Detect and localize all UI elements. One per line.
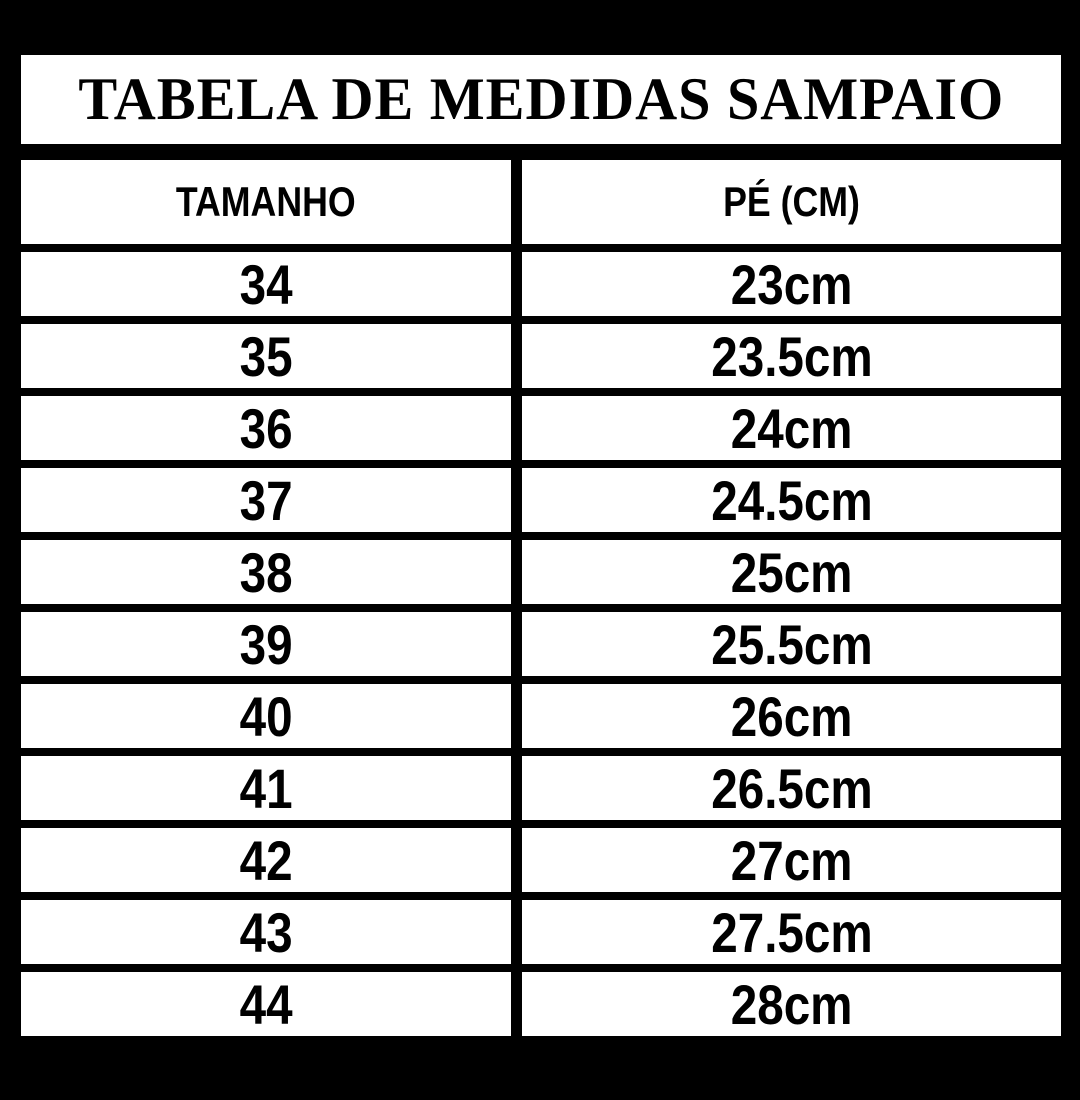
column-header-size: TAMANHO	[21, 160, 511, 244]
foot-value: 24.5cm	[710, 468, 873, 532]
size-value: 37	[239, 468, 293, 532]
size-cell: 37	[21, 468, 511, 532]
foot-value: 26.5cm	[710, 756, 873, 820]
foot-value: 25cm	[730, 540, 853, 604]
size-chart: TABELA DE MEDIDAS SAMPAIO TAMANHO PÉ (CM…	[21, 55, 1061, 1036]
size-cell: 38	[21, 540, 511, 604]
size-cell: 41	[21, 756, 511, 820]
foot-cell: 27.5cm	[522, 900, 1061, 964]
size-cell: 44	[21, 972, 511, 1036]
foot-value: 27.5cm	[710, 900, 873, 964]
column-header-size-label: TAMANHO	[176, 178, 356, 225]
size-value: 43	[239, 900, 293, 964]
size-value: 35	[239, 324, 293, 388]
size-cell: 36	[21, 396, 511, 460]
foot-value: 23cm	[730, 252, 853, 316]
column-header-foot-label: PÉ (CM)	[723, 178, 860, 225]
foot-cell: 24cm	[522, 396, 1061, 460]
size-cell: 43	[21, 900, 511, 964]
foot-value: 24cm	[730, 396, 853, 460]
foot-cell: 25cm	[522, 540, 1061, 604]
size-value: 34	[239, 252, 293, 316]
foot-cell: 24.5cm	[522, 468, 1061, 532]
column-header-foot: PÉ (CM)	[522, 160, 1061, 244]
foot-cell: 28cm	[522, 972, 1061, 1036]
size-value: 39	[239, 612, 293, 676]
size-value: 42	[239, 828, 293, 892]
foot-value: 26cm	[730, 684, 853, 748]
foot-cell: 25.5cm	[522, 612, 1061, 676]
foot-cell: 26.5cm	[522, 756, 1061, 820]
size-cell: 34	[21, 252, 511, 316]
size-value: 36	[239, 396, 293, 460]
size-value: 38	[239, 540, 293, 604]
size-value: 44	[239, 972, 293, 1036]
size-cell: 42	[21, 828, 511, 892]
size-cell: 35	[21, 324, 511, 388]
foot-cell: 23.5cm	[522, 324, 1061, 388]
size-cell: 39	[21, 612, 511, 676]
foot-value: 25.5cm	[710, 612, 873, 676]
size-cell: 40	[21, 684, 511, 748]
foot-value: 28cm	[730, 972, 853, 1036]
size-value: 41	[239, 756, 293, 820]
chart-title: TABELA DE MEDIDAS SAMPAIO	[78, 66, 1004, 132]
foot-cell: 26cm	[522, 684, 1061, 748]
foot-cell: 23cm	[522, 252, 1061, 316]
foot-value: 27cm	[730, 828, 853, 892]
size-table: TAMANHO PÉ (CM) 34 23cm 35 23.5cm 36 24c…	[21, 160, 1061, 1036]
size-value: 40	[239, 684, 293, 748]
foot-cell: 27cm	[522, 828, 1061, 892]
foot-value: 23.5cm	[710, 324, 873, 388]
chart-title-box: TABELA DE MEDIDAS SAMPAIO	[21, 55, 1061, 144]
